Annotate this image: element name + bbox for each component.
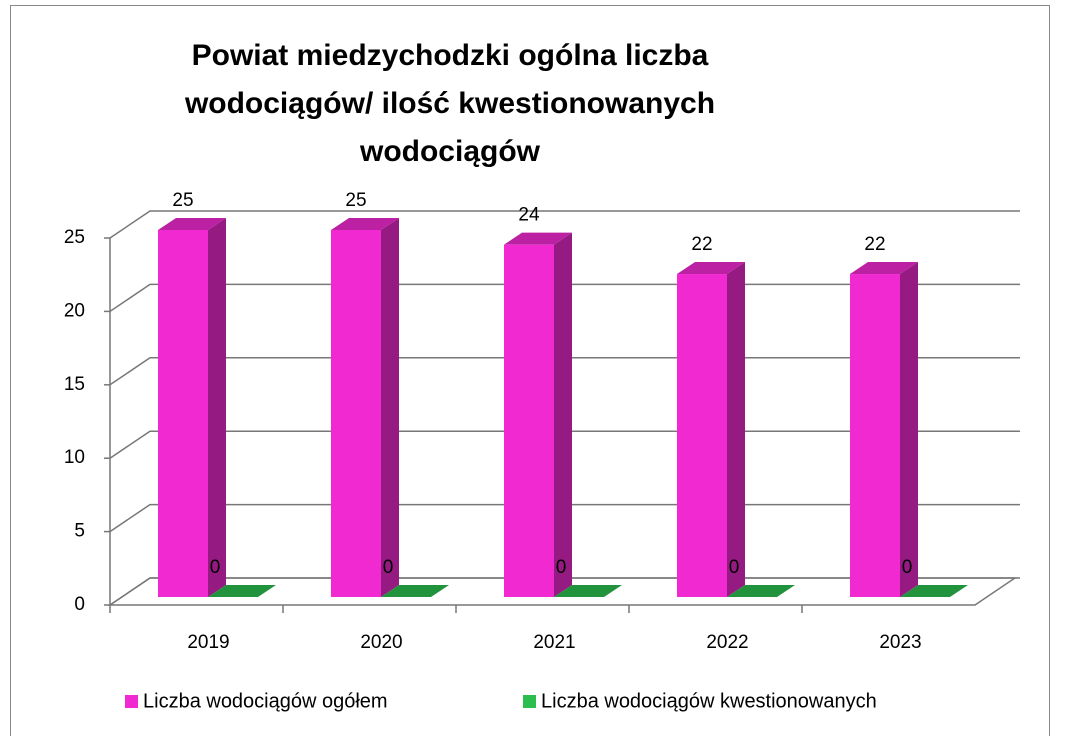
bar-front — [850, 274, 900, 597]
x-tick-label: 2023 — [879, 632, 921, 653]
bar-top — [900, 585, 968, 597]
y-tick-label: 25 — [64, 227, 85, 248]
data-label: 0 — [729, 557, 740, 578]
y-tick-label: 15 — [64, 374, 85, 395]
y-tick-label: 0 — [74, 594, 85, 615]
bar — [850, 262, 918, 597]
bar — [208, 585, 276, 597]
bar-top — [554, 585, 622, 597]
chart-title: Powiat miedzychodzki ogólna liczba wodoc… — [184, 39, 716, 168]
data-label: 22 — [691, 234, 712, 255]
x-tick-label: 2020 — [360, 632, 402, 653]
data-label: 25 — [172, 190, 193, 211]
legend-label: Liczba wodociągów ogółem — [143, 690, 388, 712]
bar-top — [727, 585, 795, 597]
y-tick-label: 20 — [64, 300, 85, 321]
data-label: 25 — [345, 190, 366, 211]
bar — [158, 218, 226, 597]
chart-frame — [10, 5, 1050, 736]
data-label: 0 — [902, 557, 913, 578]
bar-side — [208, 218, 226, 597]
bar — [554, 585, 622, 597]
bar-top — [677, 262, 745, 275]
bar — [504, 232, 572, 597]
x-tick-label: 2019 — [187, 632, 229, 653]
data-label: 0 — [556, 557, 567, 578]
data-label: 22 — [864, 234, 885, 255]
y-tick-label: 5 — [74, 521, 85, 542]
bar-top — [158, 218, 226, 230]
bar-side — [900, 262, 918, 597]
bar-top — [381, 585, 449, 597]
bar-front — [158, 230, 208, 597]
x-tick-label: 2021 — [533, 632, 575, 653]
bar — [900, 585, 968, 597]
legend-swatch — [523, 695, 536, 708]
data-label: 0 — [210, 557, 221, 578]
bar-top — [504, 232, 572, 245]
bar — [381, 585, 449, 597]
y-tick-label: 10 — [64, 447, 85, 468]
bar — [727, 585, 795, 597]
bar-top — [208, 585, 276, 597]
bar-side — [381, 218, 399, 597]
legend-swatch — [125, 695, 138, 708]
bar-side — [554, 232, 572, 597]
bar-front — [331, 230, 381, 597]
bar — [677, 262, 745, 597]
bar — [331, 218, 399, 597]
bar-top — [331, 218, 399, 230]
bar-front — [677, 274, 727, 597]
data-label: 0 — [383, 557, 394, 578]
data-label: 24 — [518, 205, 540, 226]
grid-line — [109, 210, 1020, 239]
legend-label: Liczba wodociągów kwestionowanych — [541, 690, 877, 712]
bar-top — [850, 262, 918, 275]
x-tick-label: 2022 — [706, 632, 748, 653]
bar-side — [727, 262, 745, 597]
bar-front — [504, 244, 554, 597]
